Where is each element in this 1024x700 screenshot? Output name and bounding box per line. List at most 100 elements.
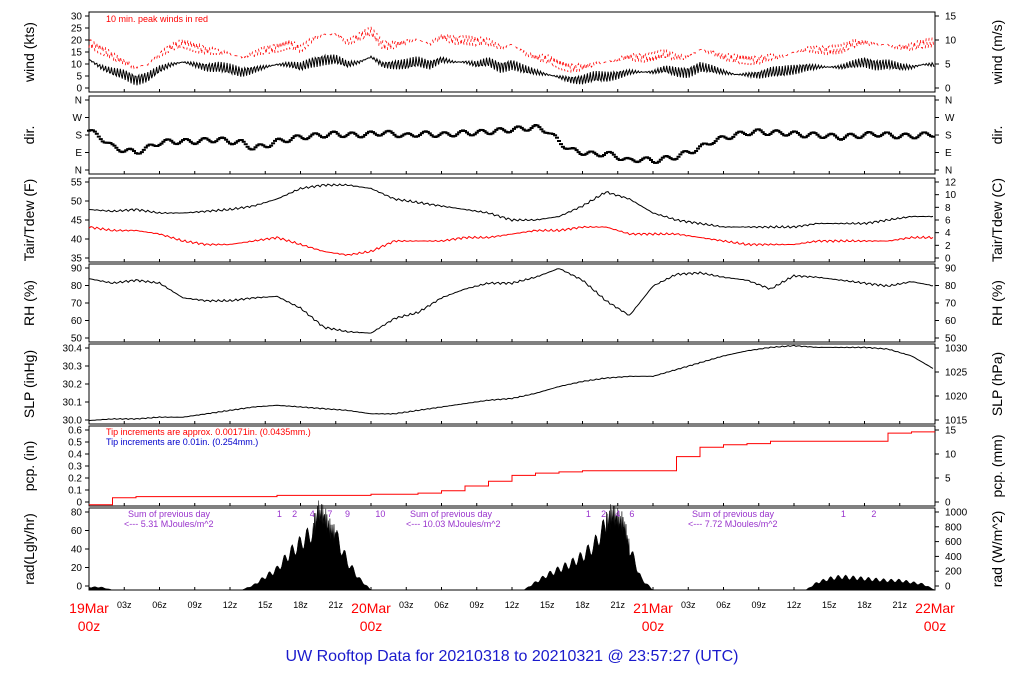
x-hour-tick-label: 18z bbox=[575, 600, 590, 610]
dir-point bbox=[222, 137, 227, 140]
wind-left-tick-label: 15 bbox=[71, 48, 83, 59]
x-hour-tick-label: 03z bbox=[399, 600, 414, 610]
dir-left-tick-label: W bbox=[73, 113, 83, 124]
dir-point bbox=[760, 131, 765, 134]
rad-annotation: <--- 10.03 MJoules/m^2 bbox=[406, 519, 501, 529]
dir-point bbox=[308, 135, 313, 138]
dir-point bbox=[241, 140, 246, 143]
rh-ylabel-left: RH (%) bbox=[21, 280, 37, 326]
temp-series-0-line bbox=[88, 183, 934, 229]
dir-point bbox=[709, 143, 714, 146]
dir-point bbox=[776, 129, 781, 132]
x-hour-tick-label: 18z bbox=[293, 600, 308, 610]
dir-point bbox=[243, 143, 248, 146]
dir-point bbox=[463, 130, 467, 132]
dir-point bbox=[541, 130, 546, 133]
wind-right-tick-label: 15 bbox=[945, 12, 957, 23]
dir-point bbox=[188, 140, 193, 143]
slp-left-tick-label: 30.1 bbox=[63, 398, 83, 409]
dir-point bbox=[480, 129, 485, 131]
slp-right-tick-label: 1025 bbox=[945, 368, 968, 379]
dir-point bbox=[913, 137, 918, 140]
dir-point bbox=[388, 130, 393, 133]
dir-point bbox=[678, 153, 683, 156]
dir-point bbox=[666, 155, 671, 158]
pcp-right-tick-label: 0 bbox=[945, 498, 951, 509]
dir-point bbox=[807, 133, 812, 136]
dir-point bbox=[472, 133, 477, 136]
x-hour-tick-label: 06z bbox=[152, 600, 167, 610]
slp-left-tick-label: 30.4 bbox=[63, 344, 83, 355]
dir-point bbox=[490, 132, 495, 135]
dir-point bbox=[656, 160, 661, 163]
rh-left-tick-label: 60 bbox=[71, 316, 83, 327]
rad-hour-mark: 2 bbox=[292, 509, 297, 519]
x-hour-tick-label: 03z bbox=[117, 600, 132, 610]
pcp-tip-annotation-blue: Tip increments are 0.01in. (0.254mm.) bbox=[106, 437, 258, 447]
rh-panel-frame bbox=[88, 263, 936, 343]
dir-point bbox=[770, 131, 775, 134]
rad-right-tick-label: 400 bbox=[945, 552, 962, 563]
dir-point bbox=[631, 159, 636, 162]
dir-point bbox=[835, 136, 840, 139]
dir-point bbox=[235, 140, 240, 143]
dir-point bbox=[425, 130, 430, 133]
rad-left-tick-label: 40 bbox=[71, 545, 83, 556]
rad-hour-mark: 4 bbox=[310, 509, 315, 519]
dir-point bbox=[137, 152, 142, 155]
dir-point bbox=[713, 140, 718, 143]
pcp-left-tick-label: 0.6 bbox=[68, 426, 82, 437]
dir-point bbox=[919, 132, 924, 135]
dir-point bbox=[508, 131, 512, 134]
dir-point bbox=[674, 157, 679, 160]
dir-point bbox=[825, 134, 830, 137]
dir-point bbox=[251, 148, 256, 151]
rad-annotation: Sum of previous day bbox=[410, 509, 493, 519]
dir-point bbox=[278, 138, 283, 141]
wind-ylabel-left: wind (kts) bbox=[21, 22, 37, 83]
dir-point bbox=[907, 134, 912, 137]
dir-point bbox=[141, 148, 146, 151]
dir-point bbox=[408, 132, 413, 135]
x-day-hour-label: 00z bbox=[924, 618, 947, 634]
dir-point bbox=[758, 129, 763, 132]
dir-point bbox=[181, 139, 185, 142]
dir-point bbox=[660, 156, 665, 159]
rad-left-tick-label: 60 bbox=[71, 526, 83, 537]
dir-point bbox=[694, 150, 699, 152]
dir-point bbox=[551, 133, 556, 135]
dir-left-tick-label: N bbox=[75, 166, 82, 177]
dir-point bbox=[647, 157, 652, 160]
dir-point bbox=[925, 132, 930, 135]
rad-annotation: <--- 7.72 MJoules/m^2 bbox=[688, 519, 778, 529]
slp-left-tick-label: 30.0 bbox=[63, 416, 83, 427]
pcp-left-tick-label: 0.2 bbox=[68, 474, 82, 485]
dir-point bbox=[124, 149, 129, 152]
dir-point bbox=[852, 134, 857, 137]
dir-point bbox=[592, 151, 597, 154]
dir-point bbox=[557, 140, 561, 142]
dir-point bbox=[733, 133, 738, 136]
rad-area bbox=[88, 500, 936, 591]
rad-annotation: <--- 5.31 MJoules/m^2 bbox=[124, 519, 214, 529]
dir-point bbox=[794, 130, 798, 133]
x-hour-tick-label: 09z bbox=[469, 600, 484, 610]
dir-point bbox=[510, 129, 514, 132]
dir-point bbox=[813, 132, 818, 135]
dir-point bbox=[553, 134, 558, 137]
x-hour-tick-label: 21z bbox=[892, 600, 907, 610]
dir-point bbox=[231, 142, 236, 145]
dir-point bbox=[474, 131, 479, 134]
dir-point bbox=[559, 143, 563, 146]
x-hour-tick-label: 09z bbox=[187, 600, 202, 610]
dir-point bbox=[371, 131, 375, 134]
pcp-right-tick-label: 5 bbox=[945, 474, 951, 485]
dir-point bbox=[560, 145, 565, 148]
x-day-date-label: 19Mar bbox=[69, 600, 109, 616]
dir-point bbox=[517, 125, 522, 128]
dir-point bbox=[535, 124, 540, 127]
dir-point bbox=[805, 134, 810, 137]
dir-point bbox=[574, 149, 579, 152]
rh-ylabel-right: RH (%) bbox=[989, 280, 1005, 326]
